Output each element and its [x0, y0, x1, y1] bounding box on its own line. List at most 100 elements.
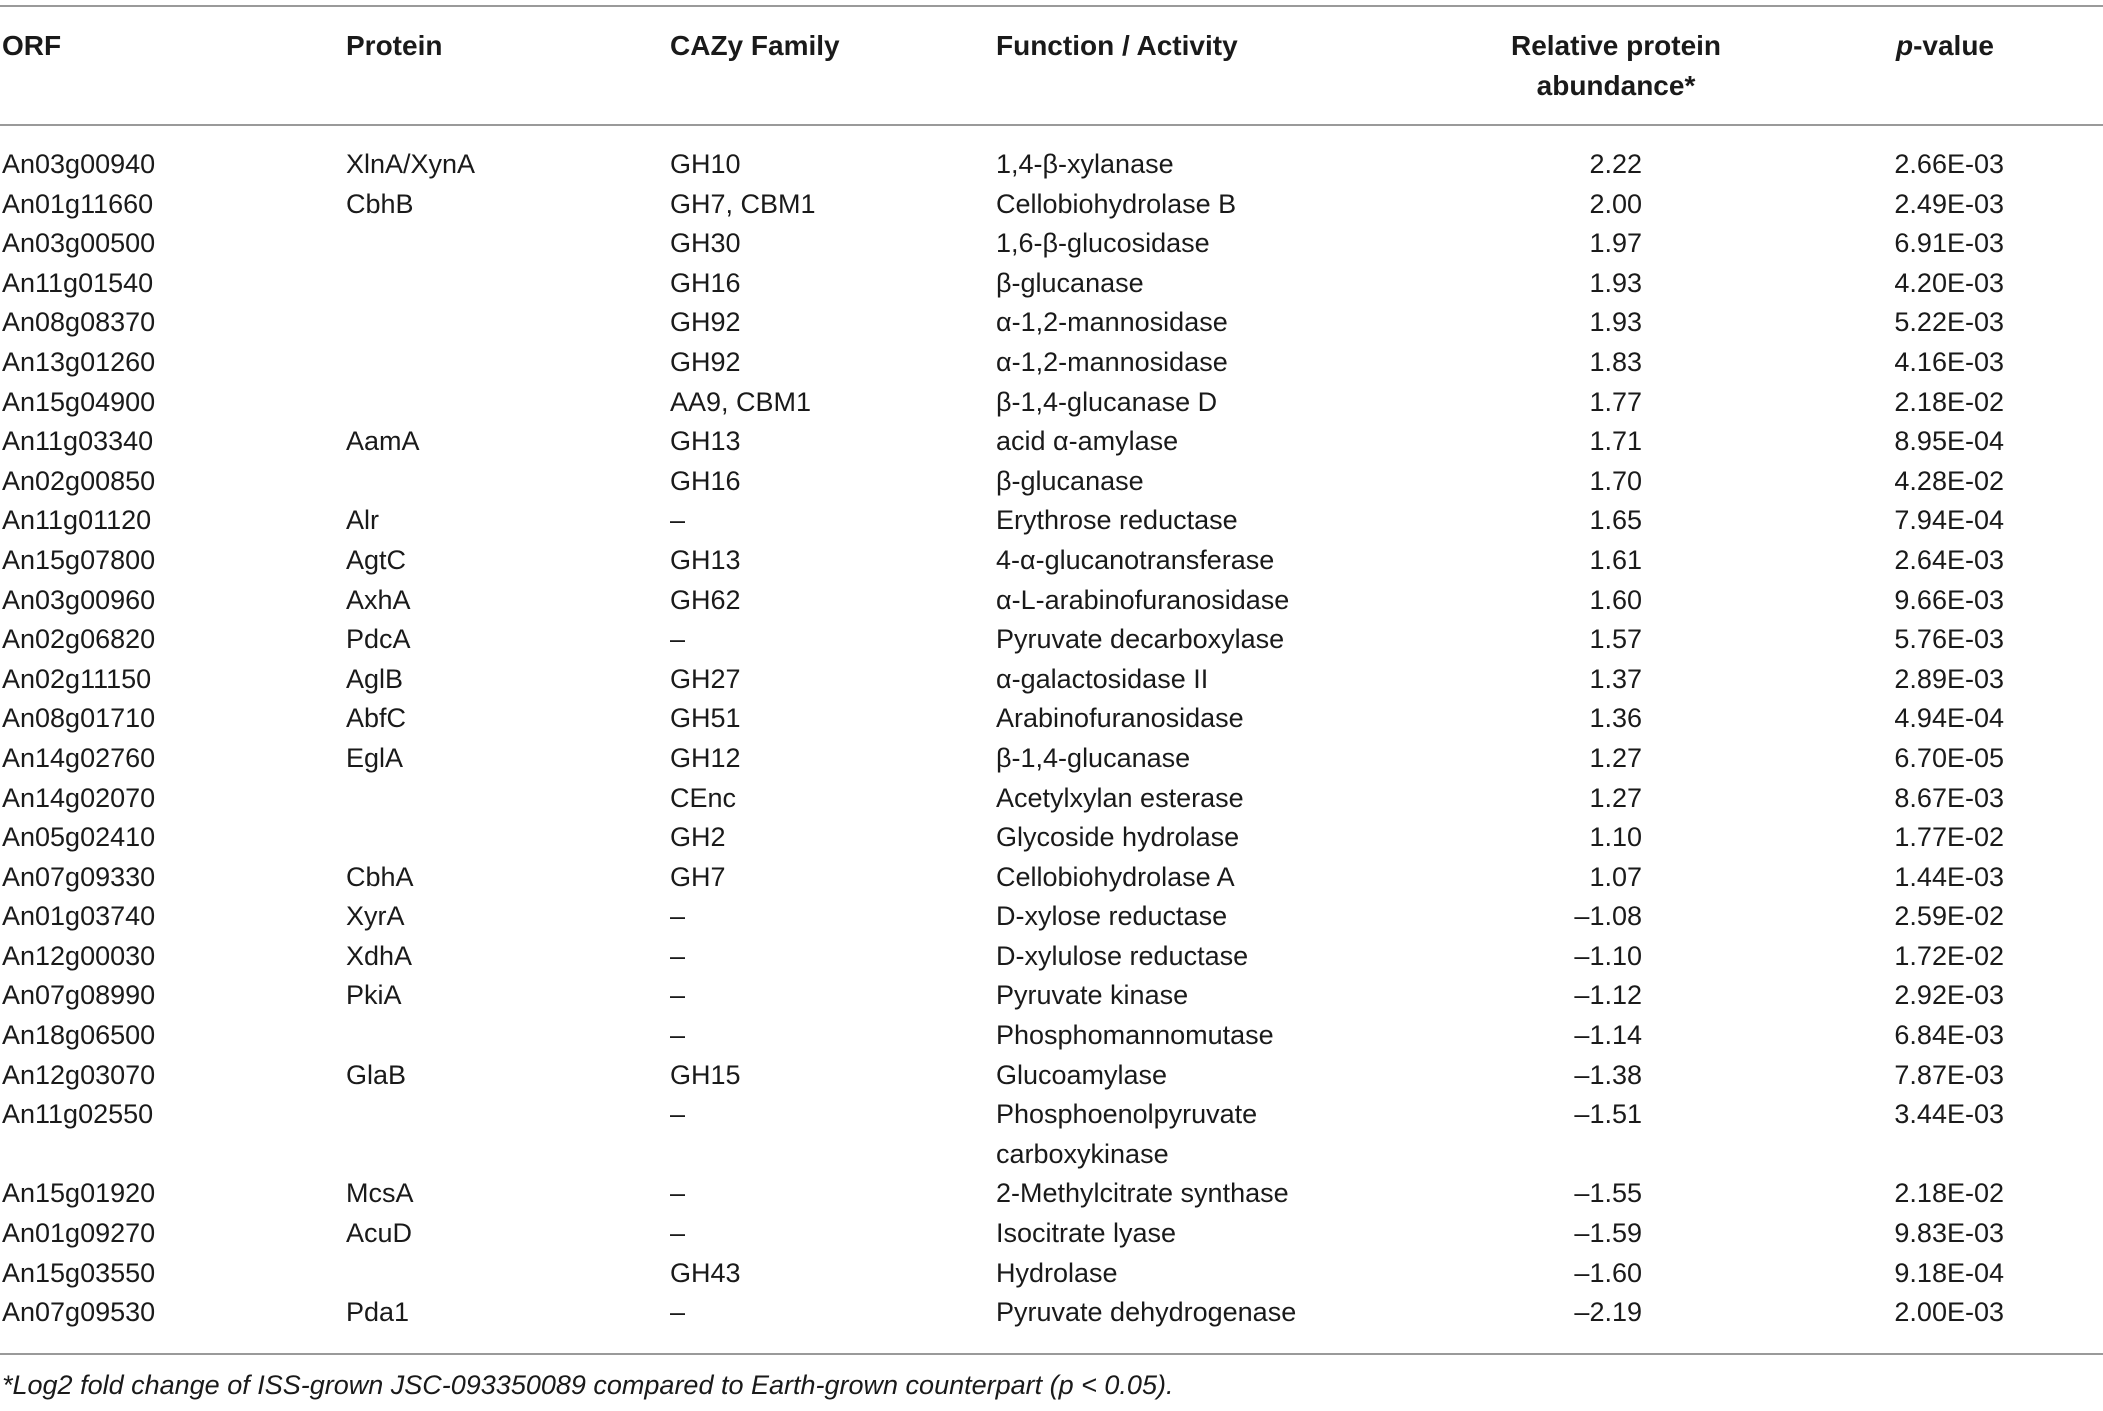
- abundance-cell: –2.19: [1574, 1297, 1642, 1328]
- table-row: An11g01540 GH16 β-glucanase 1.93 4.20E-03: [0, 264, 2103, 304]
- p-value-cell: 2.59E-02: [1894, 901, 2004, 932]
- table-row: An07g09330 CbhA GH7 Cellobiohydrolase A 1.07…: [0, 858, 2103, 898]
- table-row: An14g02760 EglA GH12 β-1,4-glucanase 1.27 6.7…: [0, 739, 2103, 779]
- cazy-family-cell: GH16: [670, 267, 741, 298]
- function-cell: Acetylxylan esterase: [996, 782, 1244, 813]
- p-value-cell: 2.00E-03: [1894, 1297, 2004, 1328]
- orf-cell: An08g08370: [2, 307, 156, 338]
- protein-cell: AxhA: [346, 584, 411, 615]
- p-value-cell: 3.44E-03: [1894, 1099, 2004, 1130]
- abundance-cell: 1.61: [1589, 544, 1642, 575]
- cazy-family-cell: –: [670, 1218, 686, 1249]
- p-value-cell: 2.49E-03: [1894, 188, 2004, 219]
- protein-cell: Pda1: [346, 1297, 410, 1328]
- function-cell: Pyruvate dehydrogenase: [996, 1297, 1297, 1328]
- table-row: An14g02070 CEnc Acetylxylan esterase 1.27 8.…: [0, 779, 2103, 819]
- orf-cell: An07g09530: [2, 1297, 156, 1328]
- protein-cell: PkiA: [346, 980, 402, 1011]
- cazy-family-cell: GH62: [670, 584, 741, 615]
- orf-cell: An14g02070: [2, 782, 156, 813]
- header-cazy-family: CAZy Family: [670, 30, 840, 61]
- orf-cell: An02g00850: [2, 465, 156, 496]
- header-protein: Protein: [346, 30, 443, 61]
- abundance-cell: 1.97: [1589, 228, 1642, 259]
- header-p-value: p-value: [1840, 26, 2050, 66]
- p-value-cell: 6.84E-03: [1894, 1020, 2004, 1051]
- orf-cell: An07g08990: [2, 980, 156, 1011]
- abundance-cell: –1.38: [1574, 1059, 1642, 1090]
- protein-cell: Alr: [346, 505, 379, 536]
- orf-cell: An15g04900: [2, 386, 156, 417]
- p-value-cell: 8.67E-03: [1894, 782, 2004, 813]
- function-cell: Hydrolase: [996, 1257, 1118, 1288]
- cazy-family-cell: GH16: [670, 465, 741, 496]
- cazy-family-cell: GH7: [670, 861, 726, 892]
- function-cell: Pyruvate kinase: [996, 980, 1189, 1011]
- orf-cell: An08g01710: [2, 703, 156, 734]
- abundance-cell: –1.10: [1574, 940, 1642, 971]
- p-value-cell: 1.44E-03: [1894, 861, 2004, 892]
- protein-cell: McsA: [346, 1178, 414, 1209]
- cazy-family-cell: GH2: [670, 822, 726, 853]
- table-row: An02g11150 AglB GH27 α-galactosidase II 1.37…: [0, 660, 2103, 700]
- p-value-cell: 2.64E-03: [1894, 544, 2004, 575]
- orf-cell: An12g03070: [2, 1059, 156, 1090]
- p-value-cell: 7.94E-04: [1894, 505, 2004, 536]
- table-row: An11g01120 Alr – Erythrose reductase 1.65 7.9…: [0, 501, 2103, 541]
- orf-cell: An18g06500: [2, 1020, 156, 1051]
- abundance-cell: –1.51: [1574, 1099, 1642, 1130]
- function-cell: α-L-arabinofuranosidase: [996, 584, 1290, 615]
- table-row: An01g11660 CbhB GH7, CBM1 Cellobiohydrolase…: [0, 185, 2103, 225]
- p-value-cell: 2.89E-03: [1894, 663, 2004, 694]
- header-function-activity: Function / Activity: [996, 30, 1238, 61]
- p-value-cell: 1.72E-02: [1894, 940, 2004, 971]
- cazy-family-cell: –: [670, 1178, 686, 1209]
- p-value-cell: 1.77E-02: [1894, 822, 2004, 853]
- function-cell: β-1,4-glucanase: [996, 742, 1191, 773]
- abundance-cell: 1.10: [1589, 822, 1642, 853]
- function-cell: α-galactosidase II: [996, 663, 1209, 694]
- table-row: An08g01710 AbfC GH51 Arabinofuranosidase 1.3…: [0, 699, 2103, 739]
- table-row: An03g00500 GH30 1,6-β-glucosidase 1.97 6.91E…: [0, 224, 2103, 264]
- table-row: An11g03340 AamA GH13 acid α-amylase 1.71 8.95…: [0, 422, 2103, 462]
- p-value-cell: 9.18E-04: [1894, 1257, 2004, 1288]
- function-cell: 1,6-β-glucosidase: [996, 228, 1210, 259]
- table-row: An13g01260 GH92 α-1,2-mannosidase 1.83 4.16E…: [0, 343, 2103, 383]
- p-value-cell: 4.28E-02: [1894, 465, 2004, 496]
- function-cell: α-1,2-mannosidase: [996, 307, 1228, 338]
- function-cell: Arabinofuranosidase: [996, 703, 1244, 734]
- orf-cell: An11g03340: [2, 426, 154, 457]
- protein-cell: AbfC: [346, 703, 407, 734]
- orf-cell: An14g02760: [2, 742, 156, 773]
- protein-cell: PdcA: [346, 624, 411, 655]
- orf-cell: An01g09270: [2, 1218, 156, 1249]
- function-cell: D-xylose reductase: [996, 901, 1228, 932]
- header-orf: ORF: [2, 30, 62, 61]
- cazy-family-cell: –: [670, 1297, 686, 1328]
- function-cell: β-1,4-glucanase D: [996, 386, 1218, 417]
- orf-cell: An05g02410: [2, 822, 156, 853]
- table-row: An07g09530 Pda1 – Pyruvate dehydrogenase –2.…: [0, 1293, 2103, 1333]
- header-p-italic: p: [1895, 30, 1914, 61]
- header-relative-abundance: Relative protein abundance*: [1490, 26, 1742, 106]
- cazy-family-cell: –: [670, 940, 686, 971]
- orf-cell: An07g09330: [2, 861, 156, 892]
- protein-cell: AglB: [346, 663, 404, 694]
- orf-cell: An02g06820: [2, 624, 156, 655]
- abundance-cell: 1.93: [1589, 267, 1642, 298]
- table-top-rule: [0, 5, 2103, 7]
- cazy-family-cell: GH27: [670, 663, 741, 694]
- function-cell: Cellobiohydrolase A: [996, 861, 1235, 892]
- orf-cell: An15g01920: [2, 1178, 156, 1209]
- protein-cell: AgtC: [346, 544, 407, 575]
- orf-cell: An11g01120: [2, 505, 152, 536]
- protein-cell: CbhB: [346, 188, 414, 219]
- function-cell: Phosphoenolpyruvate carboxykinase: [996, 1099, 1258, 1169]
- function-cell: D-xylulose reductase: [996, 940, 1249, 971]
- cazy-family-cell: –: [670, 505, 686, 536]
- table-body: An03g00940 XlnA/XynA GH10 1,4-β-xylanase 2.2…: [0, 145, 2103, 1333]
- protein-cell: AcuD: [346, 1218, 413, 1249]
- abundance-cell: 1.71: [1589, 426, 1642, 457]
- cazy-family-cell: CEnc: [670, 782, 737, 813]
- cazy-family-cell: GH43: [670, 1257, 741, 1288]
